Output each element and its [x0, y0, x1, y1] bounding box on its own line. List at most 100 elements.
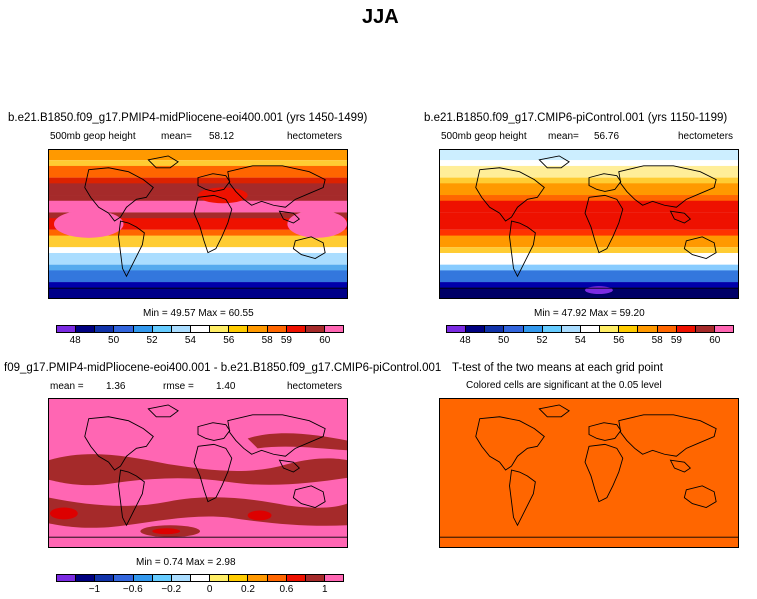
colorbar-swatch: [267, 326, 287, 332]
colorbar-swatch: [57, 575, 77, 581]
lat-band: [440, 235, 738, 248]
colorbar-swatch: [190, 326, 211, 332]
colorbar-ticks-top-left: 48 50 52 54 56 58 59 60: [56, 335, 344, 347]
panel-units-top-left: hectometers: [287, 131, 343, 142]
panel-mean-label-top-right: mean=: [548, 131, 579, 142]
colorbar-tick-label: −0.6: [122, 584, 143, 595]
map-bottom-right: [439, 398, 739, 548]
panel-mean-value-bottom-left: 1.36: [106, 381, 126, 392]
coastlines-bottom-right: [440, 404, 738, 538]
colorbar-swatch: [523, 326, 543, 332]
coastline: [118, 469, 145, 527]
colorbar-ticks-bottom-left: −1 −0.6 −0.2 0 0.2 0.6 1: [56, 584, 344, 596]
colorbar-tick-label: −1: [88, 584, 101, 595]
colorbar-swatch: [210, 326, 230, 332]
panel-title-bottom-right: T-test of the two means at each grid poi…: [452, 362, 663, 374]
map-bottom-left: [48, 398, 348, 548]
coastline: [683, 485, 717, 509]
lat-band: [440, 252, 738, 265]
colorbar-tick-label: 48: [459, 335, 471, 346]
lat-band: [49, 287, 347, 298]
panel-mean-value-top-right: 56.76: [594, 131, 620, 142]
colorbar-ticks-top-right: 48 50 52 54 56 58 59 60: [446, 335, 734, 347]
diff-red-patch-south: [152, 528, 181, 535]
colorbar-swatch: [485, 326, 505, 332]
colorbar-tick-label: 56: [613, 335, 625, 346]
colorbar-tick-label: 54: [184, 335, 196, 346]
colorbar-tick-label: 50: [108, 335, 120, 346]
colorbar-swatch: [171, 575, 191, 581]
panel-subtitle-bottom-right: Colored cells are significant at the 0.0…: [466, 380, 662, 391]
colorbar-swatch: [305, 575, 325, 581]
colorbar-top-left: [56, 325, 344, 333]
colorbar-tick-label: 56: [223, 335, 235, 346]
colorbar-tick-label: 0.6: [279, 584, 294, 595]
lat-band: [49, 235, 347, 248]
panel-stats-top-right: Min = 47.92 Max = 59.20: [534, 308, 645, 319]
lat-band: [49, 218, 347, 230]
panel-title-bottom-left: f09_g17.PMIP4-midPliocene-eoi400.001 - b…: [4, 362, 442, 374]
colorbar-tick-label: 58: [651, 335, 663, 346]
coastline: [278, 459, 301, 473]
colorbar-swatch: [57, 326, 77, 332]
lat-band: [49, 165, 347, 178]
pink-blob-east: [287, 210, 347, 238]
coastline: [509, 469, 536, 527]
map-bottom-right-svg: [440, 399, 738, 547]
colorbar-swatch: [466, 326, 486, 332]
panel-units-top-right: hectometers: [678, 131, 734, 142]
lat-band: [49, 270, 347, 283]
colorbar-tick-label: 54: [574, 335, 586, 346]
lat-band: [49, 252, 347, 265]
colorbar-tick-label: 59: [670, 335, 682, 346]
colorbar-swatch: [267, 575, 287, 581]
panel-field-label-top-left: 500mb geop height: [50, 131, 136, 142]
lat-band: [49, 150, 347, 161]
colorbar-swatch: [638, 326, 658, 332]
coastline: [618, 165, 717, 208]
lat-band: [49, 183, 347, 196]
panel-title-top-right: b.e21.B1850.f09_g17.CMIP6-piControl.001 …: [424, 112, 728, 124]
colorbar-swatch: [133, 326, 153, 332]
colorbar-tick-label: 0: [206, 584, 213, 595]
coastlines-bottom-left: [49, 404, 347, 538]
map-top-left: [48, 149, 348, 299]
purple-patch: [585, 286, 613, 295]
colorbar-swatch: [324, 326, 344, 332]
coastline: [147, 155, 179, 169]
coastlines-top-left: [49, 155, 347, 289]
coastline: [618, 414, 717, 457]
colorbar-swatch: [561, 326, 581, 332]
coastline: [193, 194, 233, 254]
lat-band: [440, 165, 738, 178]
colorbar-swatch: [676, 326, 696, 332]
colorbar-tick-label: 48: [69, 335, 81, 346]
colorbar-swatch: [152, 575, 172, 581]
colorbar-swatch: [286, 326, 306, 332]
coastline: [475, 167, 545, 222]
coastline: [84, 416, 154, 471]
colorbar-swatch: [542, 326, 562, 332]
colorbar-swatch: [76, 326, 96, 332]
coastline: [584, 443, 624, 503]
coastline: [669, 210, 692, 224]
map-top-right: [439, 149, 739, 299]
coastline: [538, 404, 570, 418]
panel-mean-label-top-left: mean=: [161, 131, 192, 142]
map-bottom-left-svg: [49, 399, 347, 547]
lat-band: [440, 200, 738, 213]
panel-mean-value-top-left: 58.12: [209, 131, 235, 142]
coastlines-top-right: [440, 155, 738, 289]
diff-brown-band-north: [247, 433, 347, 451]
colorbar-swatch: [657, 326, 677, 332]
colorbar-swatch: [95, 326, 115, 332]
panel-stats-top-left: Min = 49.57 Max = 60.55: [143, 308, 254, 319]
coastline: [147, 404, 179, 418]
colorbar-swatch: [171, 326, 191, 332]
map-top-right-svg: [440, 150, 738, 298]
colorbar-swatch: [600, 326, 620, 332]
colorbar-swatch: [695, 326, 715, 332]
lat-band: [440, 183, 738, 196]
lat-band: [440, 218, 738, 230]
colorbar-swatch: [152, 326, 172, 332]
